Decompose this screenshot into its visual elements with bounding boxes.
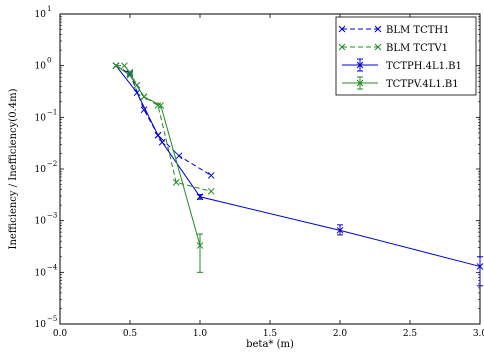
series-line	[115, 65, 201, 246]
data-point	[154, 131, 162, 139]
series-3	[112, 62, 204, 273]
legend-label: TCTPH.4L1.B1	[386, 61, 462, 72]
y-tick-label: 10	[35, 113, 47, 123]
y-tick-exponent: −3	[47, 212, 57, 220]
y-tick-label: 10	[35, 10, 47, 20]
series-2	[112, 62, 484, 287]
x-tick-label: 1.0	[193, 329, 208, 339]
series-1	[112, 62, 215, 195]
y-tick-label: 10	[35, 165, 47, 175]
y-tick-label: 10	[35, 268, 47, 278]
data-point	[126, 71, 134, 79]
legend: BLM TCTH1 BLM TCTV1 TCTPH.4L1.B1 TCTPV.4L1.…	[335, 16, 477, 96]
y-tick-exponent: −2	[47, 160, 57, 168]
y-tick-exponent: −4	[47, 263, 58, 271]
data-point	[175, 152, 183, 160]
data-point	[126, 70, 134, 78]
legend-label: BLM TCTH1	[386, 25, 449, 36]
y-tick-exponent: −1	[47, 108, 57, 116]
x-tick-label: 0.0	[53, 329, 68, 339]
legend-marker	[356, 61, 364, 69]
y-tick-exponent: 1	[47, 5, 51, 13]
x-tick-label: 0.5	[123, 329, 138, 339]
series-line	[115, 65, 212, 176]
data-point	[121, 62, 128, 70]
y-tick-exponent: −5	[47, 315, 57, 323]
y-axis-label: Inefficiency / Inefficiency(0.4m)	[8, 88, 19, 249]
series-layer	[112, 62, 484, 287]
data-point	[140, 93, 148, 101]
x-tick-label: 3.0	[473, 329, 484, 339]
legend-marker	[374, 25, 382, 33]
y-tick-label: 10	[35, 62, 47, 72]
y-tick-label: 10	[35, 320, 47, 330]
data-point	[172, 179, 180, 186]
data-point	[158, 138, 166, 146]
data-point	[157, 102, 165, 109]
series-0	[112, 62, 215, 179]
legend-marker	[374, 43, 382, 51]
x-tick-label: 2.0	[333, 329, 348, 339]
x-axis-label: beta* (m)	[246, 339, 294, 350]
data-point	[112, 62, 120, 70]
legend-marker	[338, 25, 346, 33]
data-point	[207, 187, 215, 195]
x-tick-label: 2.5	[403, 329, 418, 339]
series-line	[115, 65, 481, 267]
legend-label: BLM TCTV1	[386, 43, 448, 54]
legend-label: TCTPV.4L1.B1	[386, 79, 459, 90]
legend-marker	[338, 43, 346, 51]
legend-marker	[356, 79, 364, 87]
data-point	[133, 89, 141, 97]
y-tick-exponent: 0	[47, 57, 51, 65]
data-point	[207, 172, 215, 179]
x-tick-label: 1.5	[263, 329, 278, 339]
y-tick-label: 10	[35, 217, 47, 227]
